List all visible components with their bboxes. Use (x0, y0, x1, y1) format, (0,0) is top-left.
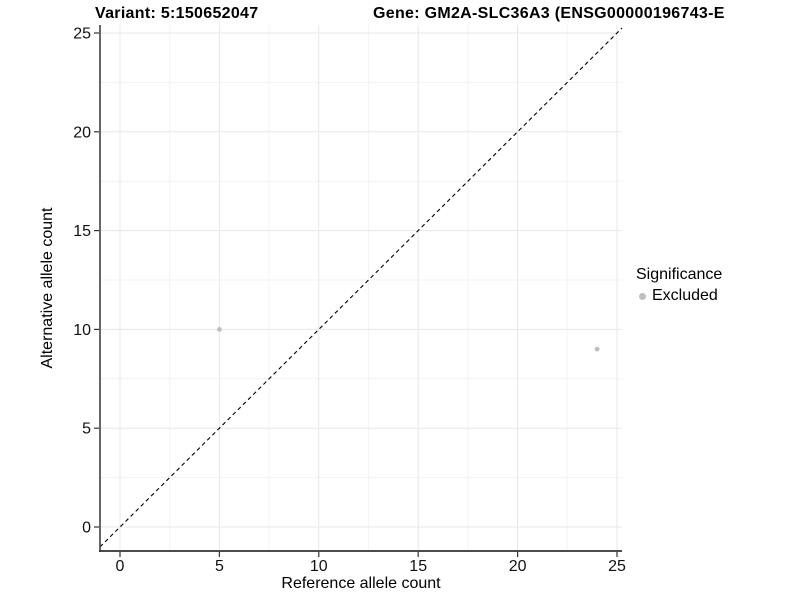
y-axis-title: Alternative allele count (39, 207, 56, 369)
variant-title: Variant: 5:150652047 (95, 5, 259, 22)
data-point (594, 346, 600, 352)
legend-entry-label: Excluded (652, 287, 718, 304)
y-tick-label: 10 (73, 322, 91, 339)
y-tick-label: 0 (82, 520, 91, 537)
x-tick-label: 25 (608, 558, 626, 575)
x-tick-label: 10 (310, 558, 328, 575)
identity-dashed-line (99, 27, 623, 548)
x-tick-label: 15 (409, 558, 427, 575)
legend-title: Significance (636, 266, 723, 283)
x-axis-title-wrap: Reference allele count (0, 575, 722, 593)
x-axis-title: Reference allele count (281, 575, 441, 592)
x-tick-label: 5 (215, 558, 224, 575)
y-tick-label: 5 (82, 421, 91, 438)
y-tick-label: 20 (73, 124, 91, 141)
y-tick-label: 15 (73, 223, 91, 240)
legend-entry-excluded: Excluded (636, 287, 722, 305)
gene-title: Gene: GM2A-SLC36A3 (ENSG00000196743-E (373, 5, 725, 22)
legend: Significance Excluded (636, 266, 722, 305)
x-tick-label: 0 (116, 558, 125, 575)
legend-key-dot-icon (639, 292, 646, 300)
y-tick-label: 25 (73, 26, 91, 43)
x-tick-label: 20 (509, 558, 527, 575)
data-point (217, 327, 222, 332)
